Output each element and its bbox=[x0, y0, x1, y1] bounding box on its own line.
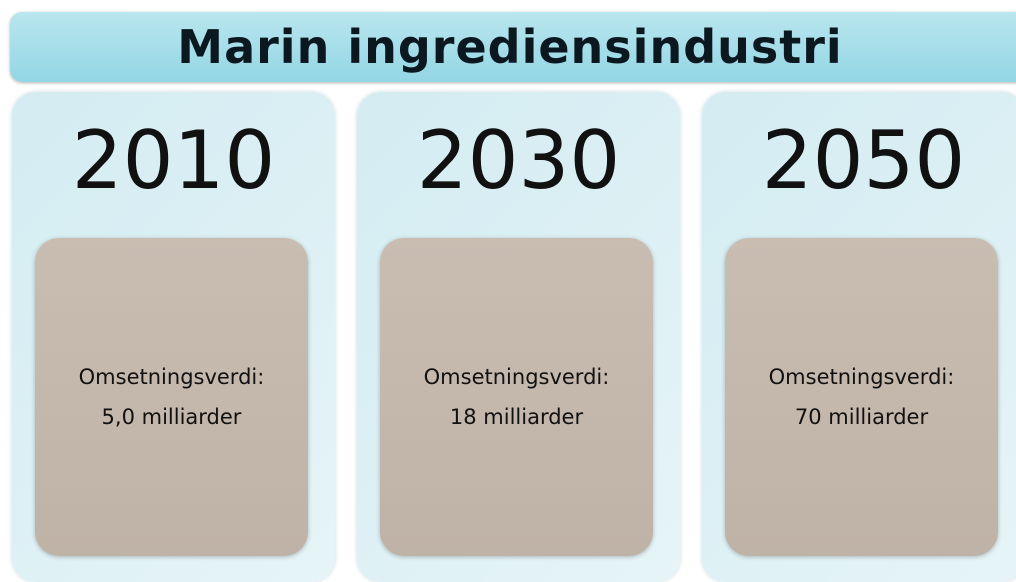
year-panel: 2010 Omsetningsverdi: 5,0 milliarder bbox=[12, 92, 335, 582]
year: 2010 bbox=[71, 114, 276, 207]
year: 2030 bbox=[416, 114, 621, 207]
label: Omsetningsverdi: bbox=[768, 365, 955, 389]
year-panel: 2030 Omsetningsverdi: 18 milliarder bbox=[357, 92, 680, 582]
label: Omsetningsverdi: bbox=[78, 365, 265, 389]
value-box: Omsetningsverdi: 5,0 milliarder bbox=[35, 238, 308, 556]
value-box: Omsetningsverdi: 70 milliarder bbox=[725, 238, 998, 556]
value: 5,0 milliarder bbox=[101, 405, 242, 429]
title: Marin ingrediensindustri bbox=[177, 20, 843, 74]
year: 2050 bbox=[761, 114, 966, 207]
year-panel: 2050 Omsetningsverdi: 70 milliarder bbox=[702, 92, 1016, 582]
value: 18 milliarder bbox=[449, 405, 584, 429]
value: 70 milliarder bbox=[794, 405, 929, 429]
value-box: Omsetningsverdi: 18 milliarder bbox=[380, 238, 653, 556]
title-bar: Marin ingrediensindustri bbox=[10, 12, 1016, 82]
label: Omsetningsverdi: bbox=[423, 365, 610, 389]
